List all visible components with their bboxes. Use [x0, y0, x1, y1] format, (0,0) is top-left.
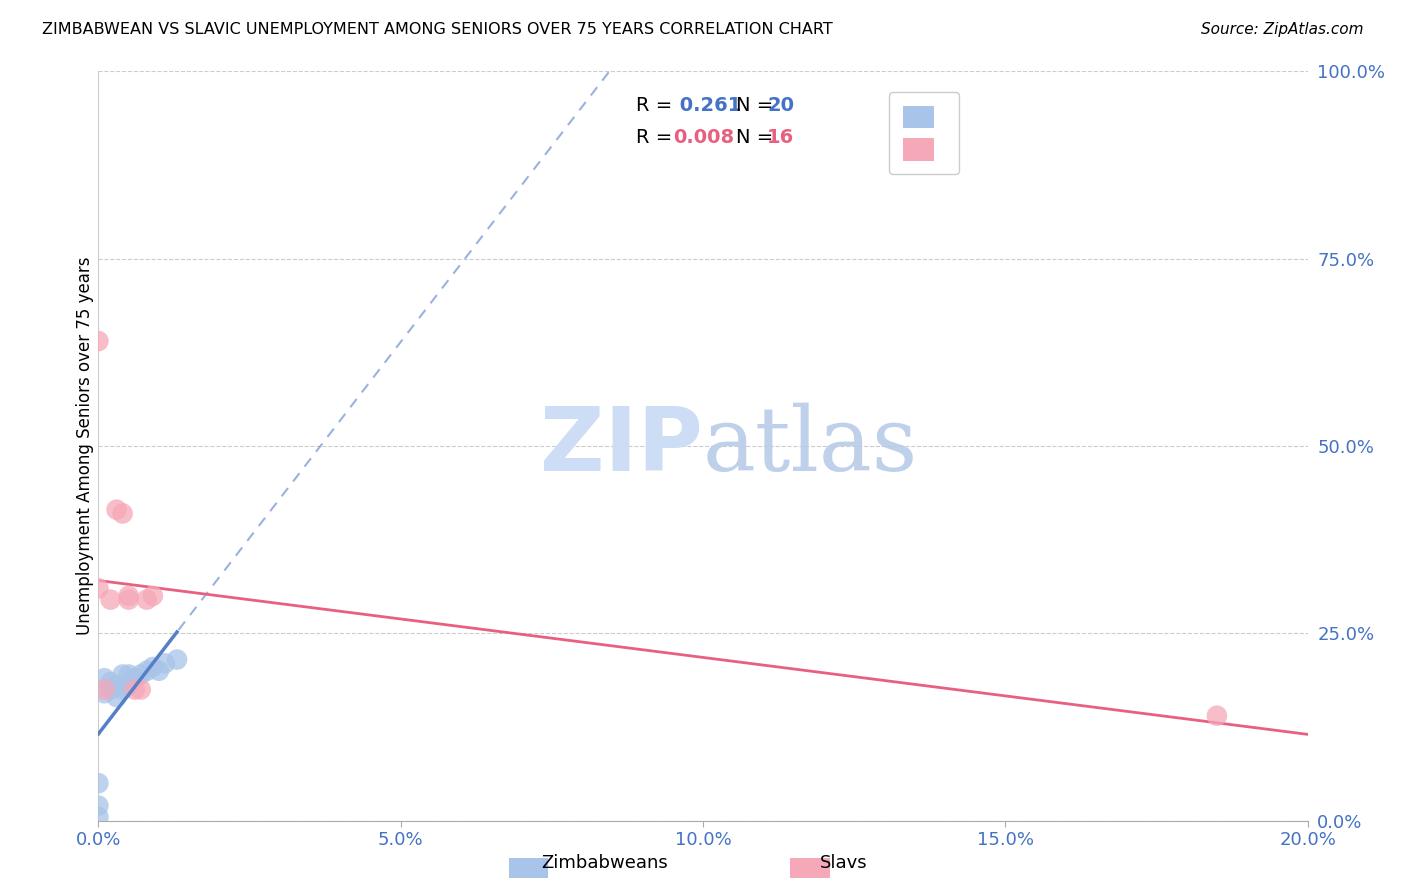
Text: R =: R =: [637, 128, 672, 147]
Point: [105, 679, 128, 693]
Text: ZIMBABWEAN VS SLAVIC UNEMPLOYMENT AMONG SENIORS OVER 75 YEARS CORRELATION CHART: ZIMBABWEAN VS SLAVIC UNEMPLOYMENT AMONG …: [42, 22, 832, 37]
Point: [124, 682, 146, 697]
Point: [129, 682, 152, 697]
Text: R =: R =: [637, 95, 672, 114]
Point: [118, 679, 141, 693]
Text: 0.261: 0.261: [672, 95, 741, 114]
Point: [142, 660, 165, 674]
Point: [87, 798, 110, 813]
Text: Zimbabweans: Zimbabweans: [541, 855, 668, 872]
Point: [105, 690, 128, 704]
Text: N =: N =: [735, 128, 773, 147]
Point: [124, 671, 146, 685]
Point: [166, 652, 188, 666]
Text: ZIP: ZIP: [540, 402, 703, 490]
Text: 0.008: 0.008: [672, 128, 734, 147]
Point: [87, 582, 110, 596]
Point: [118, 667, 141, 681]
Point: [118, 592, 141, 607]
Text: N =: N =: [735, 95, 773, 114]
Point: [93, 686, 115, 700]
Point: [118, 589, 141, 603]
Point: [148, 664, 170, 678]
Point: [129, 667, 152, 681]
Point: [111, 507, 134, 521]
Point: [87, 810, 110, 824]
Point: [87, 776, 110, 790]
Legend: , : ,: [889, 92, 959, 174]
Point: [100, 682, 122, 697]
Point: [111, 667, 134, 681]
Point: [153, 657, 176, 671]
Point: [100, 592, 122, 607]
Point: [135, 592, 157, 607]
Point: [111, 682, 134, 697]
Point: [100, 675, 122, 690]
Point: [135, 664, 157, 678]
Point: [142, 589, 165, 603]
Text: Slavs: Slavs: [820, 855, 868, 872]
Text: Source: ZipAtlas.com: Source: ZipAtlas.com: [1201, 22, 1364, 37]
Point: [105, 502, 128, 516]
Y-axis label: Unemployment Among Seniors over 75 years: Unemployment Among Seniors over 75 years: [76, 257, 94, 635]
Text: 20: 20: [768, 95, 794, 114]
Point: [1206, 708, 1229, 723]
Text: atlas: atlas: [703, 402, 918, 490]
Text: 16: 16: [768, 128, 794, 147]
Point: [93, 682, 115, 697]
Point: [87, 334, 110, 348]
Point: [93, 671, 115, 685]
